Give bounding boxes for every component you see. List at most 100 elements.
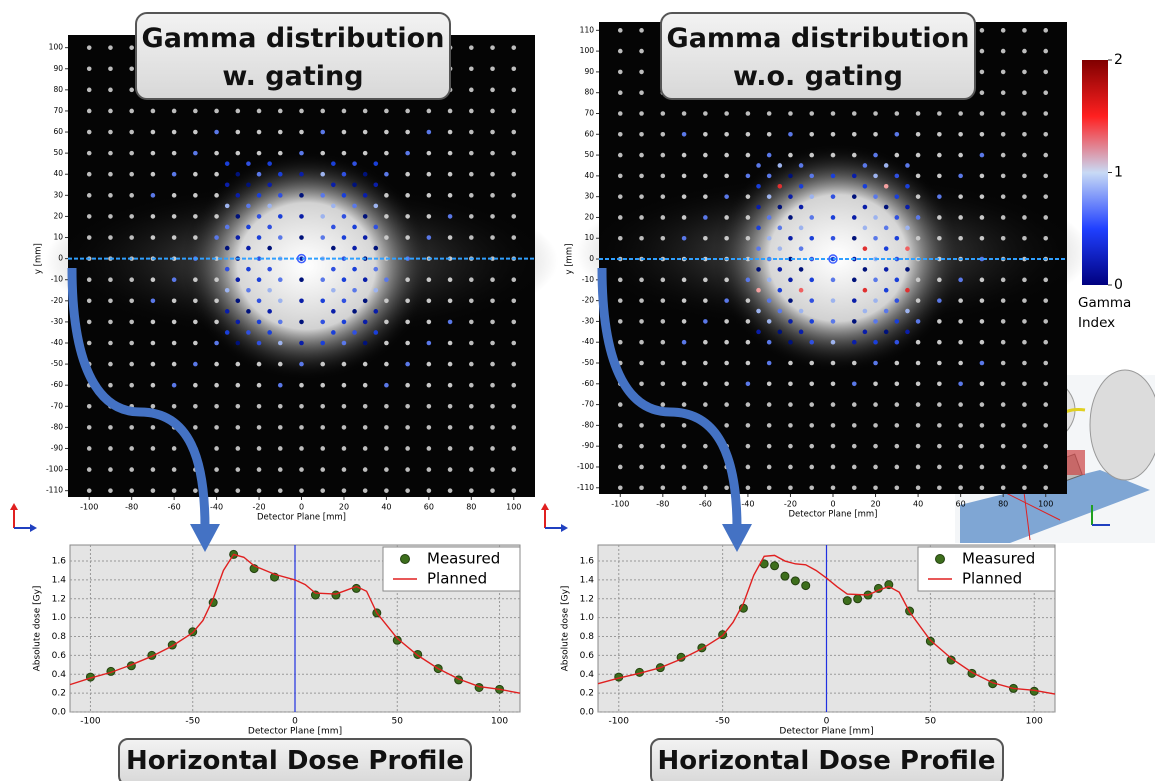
eval-point <box>87 193 92 198</box>
eval-point <box>405 214 410 219</box>
eval-point <box>831 194 836 199</box>
eval-point <box>746 194 751 199</box>
eval-point <box>342 341 347 346</box>
eval-point <box>363 488 368 493</box>
eval-point <box>980 28 985 33</box>
eval-point <box>320 341 325 346</box>
dose-profile: -100-500501000.00.20.40.60.81.01.21.41.6… <box>561 545 1056 737</box>
eval-point <box>87 320 92 325</box>
map-title: Gamma distribution w.o. gating <box>660 12 976 100</box>
eval-point <box>863 288 868 293</box>
eval-point <box>363 109 368 114</box>
eval-point <box>809 111 814 116</box>
eval-point <box>225 225 230 230</box>
eval-point <box>661 465 666 470</box>
eval-point <box>916 381 921 386</box>
eval-point <box>427 214 432 219</box>
eval-point <box>788 236 793 241</box>
eval-point <box>246 288 251 293</box>
eval-point <box>746 174 751 179</box>
eval-point <box>916 278 921 283</box>
eval-point <box>618 319 623 324</box>
eval-point <box>618 444 623 449</box>
eval-point <box>958 215 963 220</box>
colorbar <box>1082 60 1108 285</box>
eval-point <box>724 423 729 428</box>
eval-point <box>799 267 804 272</box>
eval-point <box>427 320 432 325</box>
eval-point <box>129 488 134 493</box>
eval-point <box>427 235 432 240</box>
eval-point <box>490 383 495 388</box>
eval-point <box>980 174 985 179</box>
eval-point <box>320 299 325 304</box>
eval-point <box>958 402 963 407</box>
y-tick-label: -110 <box>577 483 594 492</box>
eval-point <box>214 467 219 472</box>
eval-point <box>490 45 495 50</box>
eval-point <box>618 132 623 137</box>
eval-point <box>320 467 325 472</box>
eval-point <box>172 488 177 493</box>
eval-point <box>1022 381 1027 386</box>
eval-point <box>661 194 666 199</box>
eval-point <box>937 153 942 158</box>
eval-point <box>682 319 687 324</box>
eval-point <box>852 402 857 407</box>
eval-point <box>618 278 623 283</box>
eval-point <box>746 278 751 283</box>
eval-point <box>746 340 751 345</box>
eval-point <box>958 278 963 283</box>
figure: -100-80-60-40-20020406080100100908070605… <box>0 0 1155 781</box>
x-tick-label: 20 <box>339 503 349 512</box>
eval-point <box>108 151 113 156</box>
eval-point <box>1001 402 1006 407</box>
y-tick-label: 0.8 <box>52 632 67 642</box>
eval-point <box>490 235 495 240</box>
y-tick-label: 60 <box>584 129 594 138</box>
eval-point <box>236 151 241 156</box>
eval-point <box>405 277 410 282</box>
eval-point <box>320 235 325 240</box>
eval-point <box>809 402 814 407</box>
eval-point <box>916 194 921 199</box>
eval-point <box>661 174 666 179</box>
eval-point <box>703 132 708 137</box>
eval-point <box>756 246 761 251</box>
eval-point <box>363 277 368 282</box>
eval-point <box>278 362 283 367</box>
eval-point <box>384 320 389 325</box>
eval-point <box>873 423 878 428</box>
eval-point <box>809 215 814 220</box>
eval-point <box>873 194 878 199</box>
y-tick-label: 60 <box>53 127 63 136</box>
eval-point <box>299 193 304 198</box>
eval-point <box>469 277 474 282</box>
x-axis-label: Detector Plane [mm] <box>789 510 878 520</box>
eval-point <box>618 153 623 158</box>
eval-point <box>193 151 198 156</box>
eval-point <box>151 214 156 219</box>
eval-point <box>331 330 336 335</box>
eval-point <box>108 45 113 50</box>
eval-point <box>746 236 751 241</box>
eval-point <box>363 446 368 451</box>
eval-point <box>863 267 868 272</box>
eval-point <box>129 109 134 114</box>
y-tick-label: 70 <box>584 108 594 117</box>
eval-point <box>225 330 230 335</box>
eval-point <box>363 299 368 304</box>
eval-point <box>1022 28 1027 33</box>
eval-point <box>87 109 92 114</box>
measured-point <box>791 577 799 585</box>
eval-point <box>363 193 368 198</box>
eval-point <box>511 151 516 156</box>
y-axis-label: y [mm] <box>34 243 44 274</box>
eval-point <box>193 109 198 114</box>
y-tick-label: 10 <box>53 233 63 242</box>
eval-point <box>384 299 389 304</box>
eval-point <box>778 330 783 335</box>
eval-point <box>958 132 963 137</box>
eval-point <box>895 423 900 428</box>
eval-point <box>618 465 623 470</box>
